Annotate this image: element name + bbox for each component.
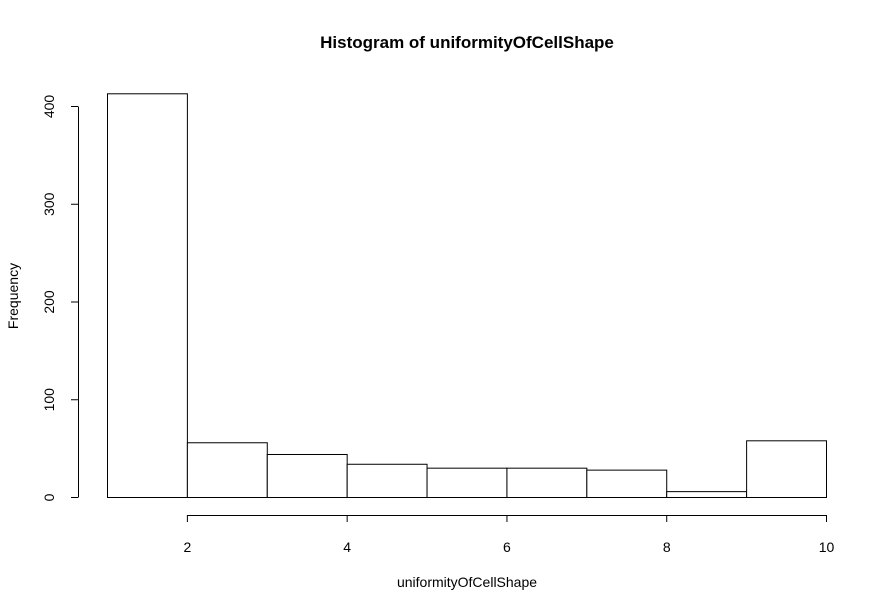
y-axis-label: Frequency	[5, 263, 21, 329]
histogram-bar-4	[346, 463, 428, 499]
x-tick-label-6: 6	[503, 539, 511, 555]
histogram-bar-8	[666, 491, 748, 499]
histogram-bar-5	[426, 467, 508, 498]
histogram-bar-1	[107, 93, 188, 498]
x-tick-label-2: 2	[183, 539, 191, 555]
histogram-bar-9	[746, 440, 827, 498]
y-tick-label-200: 200	[41, 290, 57, 314]
histogram-bar-3	[266, 453, 348, 498]
x-tick-label-10: 10	[819, 539, 835, 555]
y-tick-label-100: 100	[41, 388, 57, 412]
histogram-bar-7	[586, 469, 668, 499]
y-tick-label-0: 0	[41, 493, 57, 501]
histogram-bar-6	[506, 467, 588, 498]
x-tick-label-8: 8	[663, 539, 671, 555]
x-axis: 2 4 6 8 10	[183, 515, 834, 555]
histogram-bar-2	[186, 442, 268, 499]
y-axis: 0 100 200 300 400	[41, 95, 79, 501]
chart-title: Histogram of uniformityOfCellShape	[320, 33, 614, 52]
y-tick-label-300: 300	[41, 192, 57, 216]
x-tick-label-4: 4	[343, 539, 351, 555]
x-axis-label: uniformityOfCellShape	[397, 574, 537, 590]
bars-group	[107, 93, 827, 499]
y-tick-label-400: 400	[41, 95, 57, 119]
